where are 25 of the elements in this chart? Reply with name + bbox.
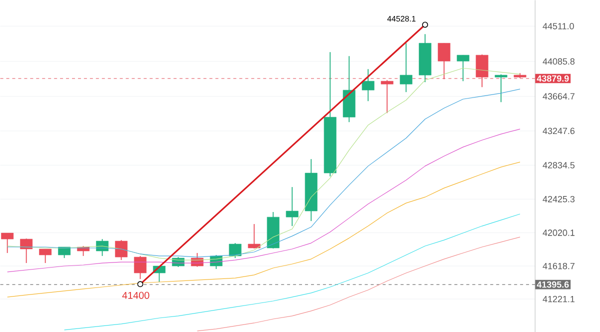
candlestick <box>39 248 52 264</box>
y-tick-label: 42425.3 <box>542 196 575 202</box>
candlestick <box>380 80 394 114</box>
y-tick-label: 43664.7 <box>542 93 574 100</box>
candlestick <box>248 223 260 249</box>
candlestick <box>286 186 298 226</box>
candlestick <box>456 54 470 82</box>
y-tick-label: 41618.7 <box>542 262 574 270</box>
y-tick-label: 42834.5 <box>542 162 575 168</box>
y-tick-label: 41221.1 <box>542 296 574 302</box>
candlestick <box>400 42 412 92</box>
candlestick <box>494 74 508 102</box>
candlestick <box>228 242 242 258</box>
ref-line-label: 41395.6 <box>536 281 569 288</box>
y-tick-label: 44085.8 <box>542 58 575 64</box>
annotation: 41400 <box>122 292 150 299</box>
y-tick-label: 44511.0 <box>542 22 574 30</box>
ref-line-label: 43879.9 <box>536 75 569 82</box>
candlestick <box>362 68 374 102</box>
candlestick <box>134 255 146 280</box>
candlestick <box>115 239 128 260</box>
line-series <box>196 236 520 332</box>
y-tick-label: 43247.6 <box>542 128 575 134</box>
candlestick <box>1 232 14 254</box>
y-tick-label: 42020.1 <box>542 229 574 236</box>
